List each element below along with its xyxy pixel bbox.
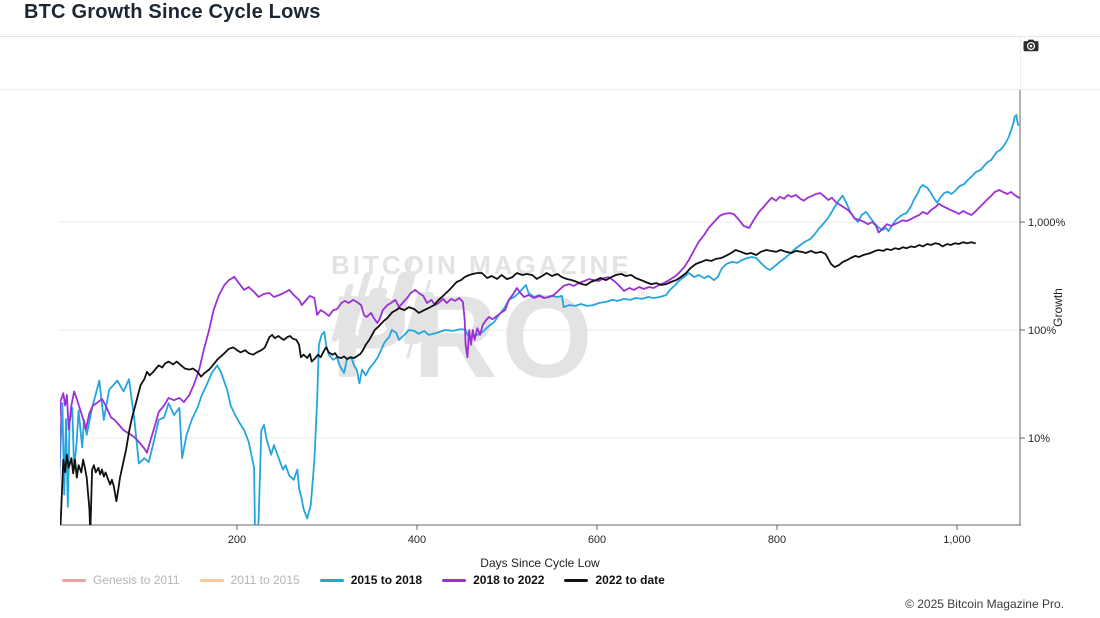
y-tick-label: 10% (1028, 433, 1050, 445)
download-camera-button[interactable] (1023, 39, 1075, 76)
legend-item-2022-to-date[interactable]: 2022 to date (564, 573, 665, 587)
legend-item-2015-to-2018[interactable]: 2015 to 2018 (319, 573, 423, 587)
page-title: BTC Growth Since Cycle Lows (24, 1, 321, 23)
legend-swatch (319, 578, 344, 582)
legend-swatch (442, 578, 467, 582)
x-tick-label: 1,000 (943, 534, 971, 546)
legend-swatch (199, 578, 224, 582)
legend-label: 2018 to 2022 (473, 573, 545, 587)
y-tick-label: 100% (1028, 325, 1056, 337)
legend-label: 2022 to date (595, 573, 665, 587)
legend-swatch (62, 578, 86, 582)
toolbar-side-cell (1020, 37, 1100, 90)
copyright-text: © 2025 Bitcoin Magazine Pro. (905, 597, 1064, 611)
legend-label: 2011 to 2015 (230, 573, 300, 587)
x-axis-title: Days Since Cycle Low (480, 556, 600, 570)
legend-label: 2015 to 2018 (350, 573, 423, 587)
x-tick-label: 600 (588, 534, 606, 546)
legend-item-genesis-to-2011[interactable]: Genesis to 2011 (62, 573, 180, 587)
legend-label: Genesis to 2011 (93, 573, 180, 587)
legend-swatch (564, 578, 589, 582)
y-axis-title: Growth (1051, 288, 1065, 327)
y-tick-label: 1,000% (1028, 217, 1066, 229)
legend: Genesis to 2011 2011 to 2015 2015 to 2018 2… (62, 573, 665, 587)
x-tick-label: 400 (408, 534, 426, 546)
chart-toolbar (0, 37, 1100, 90)
x-tick-label: 200 (228, 534, 246, 546)
header-divider (0, 36, 1100, 37)
legend-item-2011-to-2015[interactable]: 2011 to 2015 (199, 573, 300, 587)
legend-item-2018-to-2022[interactable]: 2018 to 2022 (442, 573, 544, 587)
x-tick-label: 800 (768, 534, 786, 546)
